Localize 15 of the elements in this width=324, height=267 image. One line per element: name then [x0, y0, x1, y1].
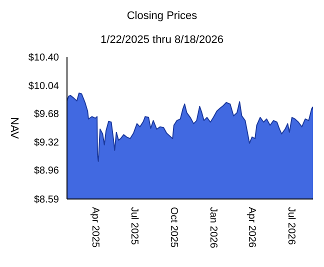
y-tick-label: $8.59: [34, 194, 60, 206]
x-tick-label: Jul 2025: [128, 207, 140, 246]
x-tick-label: Apr 2026: [246, 207, 258, 248]
y-tick-label: $9.68: [34, 109, 60, 120]
chart-subtitle: 1/22/2025 thru 8/18/2026: [100, 34, 224, 46]
chart-title: Closing Prices: [126, 10, 198, 22]
x-tick-label: Oct 2025: [168, 207, 180, 248]
y-tick-label: $10.04: [28, 80, 60, 92]
y-tick-label: $9.32: [34, 137, 60, 148]
y-tick-label: $10.40: [28, 52, 60, 64]
x-tick-label: Apr 2025: [90, 207, 101, 248]
x-tick-label: Jan 2026: [208, 207, 219, 249]
y-tick-label: $8.96: [34, 166, 60, 177]
y-axis-title: NAV: [8, 117, 20, 140]
x-tick-label: Jul 2026: [285, 207, 296, 246]
